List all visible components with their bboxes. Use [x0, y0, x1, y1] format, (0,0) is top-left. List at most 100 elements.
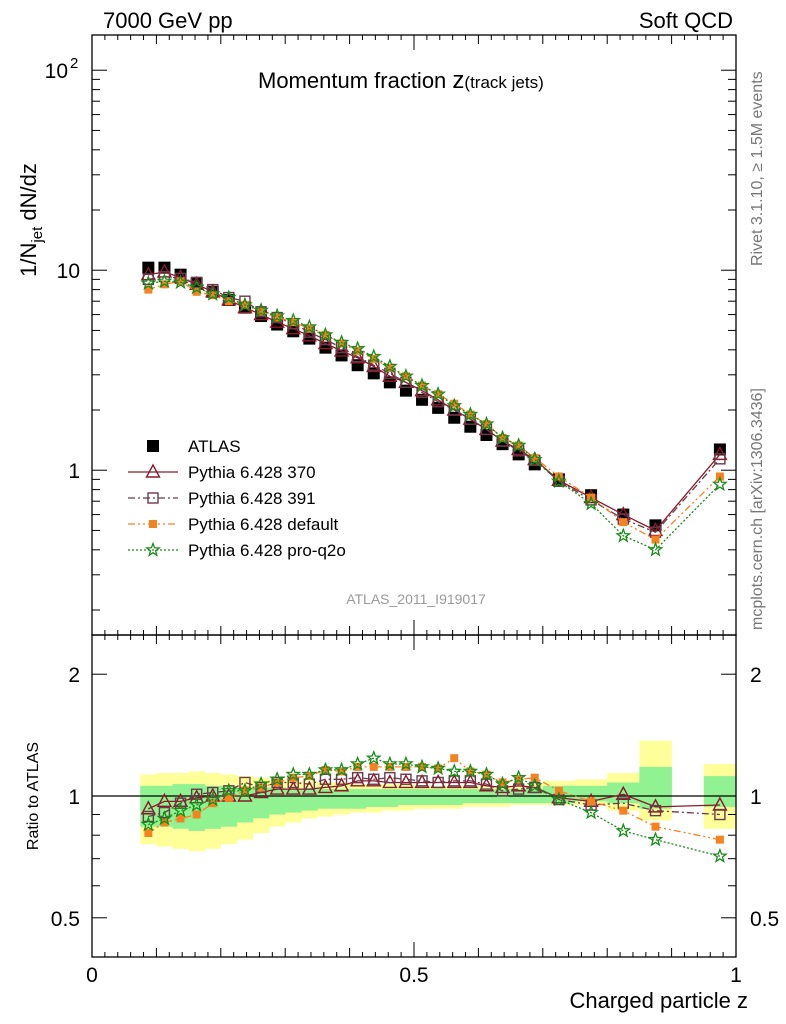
ratio-point-default-2 — [176, 814, 185, 823]
main-point-default-18 — [434, 390, 443, 399]
legend-label-proq2o: Pythia 6.428 pro-q2o — [188, 541, 346, 560]
main-point-ATLAS-16 — [399, 384, 412, 397]
ratio-point-default-6 — [240, 786, 249, 795]
ratio-point-p391-19 — [448, 775, 460, 787]
main-point-default-27 — [619, 518, 628, 527]
ratio-point-p391-11 — [319, 773, 332, 785]
main-point-default-15 — [385, 363, 394, 372]
ratio-band-inner-9 — [285, 789, 302, 813]
ratio-point-default-28 — [651, 822, 660, 831]
main-point-proq2o-18 — [430, 385, 447, 401]
ratio-point-p370-21 — [478, 777, 495, 792]
ratio-point-default-19 — [450, 754, 459, 763]
ratio-band-inner-16 — [397, 789, 415, 805]
ratio-band-inner-11 — [317, 789, 334, 809]
main-ytick-label-100-exponent: 2 — [70, 55, 78, 72]
main-point-p370-14 — [366, 358, 382, 373]
ratio-point-proq2o-3 — [188, 796, 205, 812]
ratio-point-proq2o-7 — [253, 775, 269, 791]
ratio-point-default-0 — [144, 829, 153, 838]
main-point-default-5 — [224, 297, 233, 306]
main-ytick-label-1: 1 — [68, 460, 80, 483]
main-point-proq2o-3 — [188, 279, 205, 295]
ratio-point-proq2o-6 — [237, 782, 253, 798]
main-point-default-10 — [305, 324, 314, 333]
ratio-band-inner-13 — [349, 789, 366, 809]
ratio-point-p370-0 — [140, 800, 157, 815]
legend-marker-default — [149, 520, 157, 528]
main-point-default-21 — [482, 420, 491, 429]
main-point-proq2o-0 — [140, 274, 157, 291]
main-point-proq2o-21 — [478, 415, 495, 431]
main-point-default-0 — [144, 285, 153, 294]
ratio-point-default-29 — [715, 835, 724, 844]
chart-title-sub: (track jets) — [464, 73, 543, 92]
ratio-ytick-label-left-0: 0.5 — [51, 908, 80, 931]
ratio-band-inner-12 — [333, 789, 350, 809]
legend-marker-p391 — [147, 492, 159, 504]
main-point-default-12 — [337, 339, 346, 348]
ratio-point-p391-18 — [432, 776, 444, 789]
rivet-version-label: Rivet 3.1.10, ≥ 1.5M events — [749, 71, 766, 266]
ratio-point-proq2o-8 — [269, 771, 286, 787]
ratio-ytick-label-right-0: 0.5 — [750, 908, 779, 931]
ratio-band-inner-14 — [365, 789, 383, 807]
ratio-point-default-5 — [224, 793, 233, 802]
ratio-point-p391-20 — [464, 775, 477, 787]
mcplots-label: mcplots.cern.ch [arXiv:1306.3436] — [749, 388, 766, 630]
ratio-point-p391-16 — [400, 773, 412, 785]
ratio-point-proq2o-24 — [526, 777, 543, 793]
ratio-point-p370-13 — [349, 772, 366, 787]
ratio-point-default-18 — [434, 764, 443, 773]
ratio-point-default-25 — [554, 786, 563, 795]
legend-label-ATLAS: ATLAS — [188, 437, 241, 456]
ratio-point-proq2o-20 — [462, 763, 479, 779]
ratio-point-p391-4 — [207, 786, 219, 799]
legend-label-p370: Pythia 6.428 370 — [188, 463, 316, 482]
ratio-point-p391-8 — [271, 776, 283, 789]
ratio-band-inner-17 — [414, 789, 431, 805]
ratio-point-proq2o-13 — [349, 755, 366, 771]
ratio-point-p391-7 — [255, 781, 267, 794]
ratio-point-default-12 — [337, 767, 346, 776]
chart-title: Momentum fraction z(track jets) — [258, 67, 544, 94]
main-point-ATLAS-18 — [432, 401, 445, 414]
main-point-default-2 — [176, 277, 185, 286]
xtick-label-1: 0.5 — [399, 964, 428, 987]
main-point-p370-15 — [382, 367, 398, 382]
main-point-proq2o-12 — [333, 334, 350, 350]
ratio-point-proq2o-29 — [711, 847, 728, 863]
ratio-band-inner-18 — [430, 789, 447, 805]
ratio-band-inner-19 — [446, 789, 463, 805]
main-ylabel: 1/Njet dN/dz — [16, 163, 46, 277]
ratio-point-proq2o-26 — [583, 804, 600, 820]
main-point-p370-9 — [285, 320, 301, 335]
main-point-default-23 — [514, 441, 523, 450]
ratio-point-p370-14 — [366, 772, 382, 787]
xtick-label-2: 1 — [730, 964, 742, 987]
legend-marker-proq2o — [145, 541, 161, 557]
main-point-p391-7 — [255, 306, 267, 318]
ratio-point-proq2o-28 — [647, 831, 664, 847]
main-point-proq2o-27 — [615, 527, 632, 543]
ratio-band-inner-15 — [381, 789, 399, 807]
main-point-proq2o-16 — [398, 368, 414, 384]
ratio-point-proq2o-18 — [430, 760, 447, 776]
ratio-point-proq2o-5 — [220, 782, 237, 798]
ratio-point-default-26 — [587, 797, 596, 806]
header-right: Soft QCD — [639, 8, 733, 33]
main-point-proq2o-28 — [647, 541, 664, 557]
main-point-proq2o-9 — [285, 312, 302, 328]
ratio-point-p391-0 — [142, 810, 155, 823]
ratio-point-default-10 — [305, 772, 314, 781]
main-point-p370-11 — [317, 335, 334, 350]
main-point-proq2o-6 — [237, 296, 253, 312]
ratio-point-p391-23 — [512, 783, 525, 795]
ratio-line-p391 — [148, 777, 720, 818]
ratio-ytick-label-right-2: 2 — [750, 664, 762, 687]
chart-title-var: z — [452, 67, 464, 94]
ratio-band-inner-28 — [639, 766, 672, 809]
ratio-panel: 0.5 0.5 1 1 2 2 0 0.5 1 Ratio to ATLAS Charged p… — [25, 634, 779, 1013]
ratio-point-proq2o-2 — [172, 802, 189, 818]
